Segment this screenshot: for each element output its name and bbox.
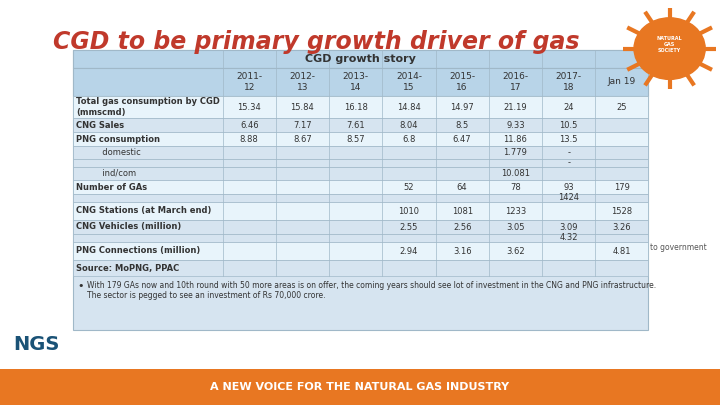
Text: 179: 179	[614, 183, 630, 192]
Text: 3.05: 3.05	[506, 222, 525, 232]
Text: CNG Sales: CNG Sales	[76, 121, 125, 130]
Text: 15.84: 15.84	[291, 102, 315, 111]
Text: 4.81: 4.81	[613, 247, 631, 256]
Text: 10.5: 10.5	[559, 121, 578, 130]
Text: 3.09: 3.09	[559, 222, 578, 232]
Text: 6.46: 6.46	[240, 121, 258, 130]
Text: 2.94: 2.94	[400, 247, 418, 256]
FancyBboxPatch shape	[73, 68, 649, 96]
FancyBboxPatch shape	[73, 180, 649, 194]
FancyBboxPatch shape	[73, 234, 649, 242]
Text: 3.16: 3.16	[453, 247, 472, 256]
Text: 2013-
14: 2013- 14	[343, 72, 369, 92]
Text: Total gas consumption by CGD
(mmscmd): Total gas consumption by CGD (mmscmd)	[76, 97, 220, 117]
Text: 6.8: 6.8	[402, 134, 415, 143]
Text: 10.081: 10.081	[501, 169, 530, 178]
Text: 21.19: 21.19	[503, 102, 527, 111]
Text: 11.86: 11.86	[503, 134, 527, 143]
Text: 64: 64	[457, 183, 467, 192]
Text: 52: 52	[404, 183, 414, 192]
Text: 4.32: 4.32	[559, 234, 578, 243]
Text: CGD to be primary growth driver of gas: CGD to be primary growth driver of gas	[53, 30, 580, 54]
Text: 1528: 1528	[611, 207, 632, 215]
Text: 1233: 1233	[505, 207, 526, 215]
Text: 3.62: 3.62	[506, 247, 525, 256]
FancyBboxPatch shape	[73, 132, 649, 146]
Text: 1010: 1010	[398, 207, 420, 215]
Text: 8.04: 8.04	[400, 121, 418, 130]
Text: 2.55: 2.55	[400, 222, 418, 232]
Text: domestic: domestic	[76, 148, 141, 157]
Text: -: -	[567, 148, 570, 157]
Text: 1424: 1424	[558, 194, 579, 202]
Text: PNG consumption: PNG consumption	[76, 134, 161, 143]
Text: 8.5: 8.5	[456, 121, 469, 130]
Text: 93: 93	[563, 183, 574, 192]
Text: 14.97: 14.97	[450, 102, 474, 111]
Text: 7.17: 7.17	[293, 121, 312, 130]
Text: 25: 25	[616, 102, 627, 111]
Text: 14.84: 14.84	[397, 102, 420, 111]
Text: 2015-
16: 2015- 16	[449, 72, 475, 92]
Text: -: -	[567, 158, 570, 168]
Text: 7.61: 7.61	[346, 121, 365, 130]
Text: 24: 24	[563, 102, 574, 111]
Text: 13.5: 13.5	[559, 134, 578, 143]
Text: PNG Connections (million): PNG Connections (million)	[76, 247, 201, 256]
FancyBboxPatch shape	[73, 242, 649, 260]
Text: A NEW VOICE FOR THE NATURAL GAS INDUSTRY: A NEW VOICE FOR THE NATURAL GAS INDUSTRY	[210, 382, 510, 392]
Text: CGD growth story: CGD growth story	[305, 54, 416, 64]
Text: CNG Vehicles (million): CNG Vehicles (million)	[76, 222, 181, 232]
Text: 2012-
13: 2012- 13	[289, 72, 315, 92]
Text: 8.88: 8.88	[240, 134, 258, 143]
Text: 3.26: 3.26	[613, 222, 631, 232]
Text: •: •	[78, 281, 84, 291]
Text: 15.34: 15.34	[238, 102, 261, 111]
Text: 8.57: 8.57	[346, 134, 365, 143]
Text: 2.56: 2.56	[453, 222, 472, 232]
Text: NGS: NGS	[13, 335, 59, 354]
FancyBboxPatch shape	[73, 220, 649, 234]
Text: ind/com: ind/com	[76, 169, 137, 178]
FancyBboxPatch shape	[73, 202, 649, 220]
Text: 1081: 1081	[451, 207, 473, 215]
Text: 2016-
17: 2016- 17	[503, 72, 528, 92]
FancyBboxPatch shape	[73, 159, 649, 167]
Text: 9.33: 9.33	[506, 121, 525, 130]
Text: Jan 19: Jan 19	[608, 77, 636, 87]
Circle shape	[634, 18, 705, 79]
FancyBboxPatch shape	[73, 146, 649, 159]
Text: CNG Stations (at March end): CNG Stations (at March end)	[76, 207, 212, 215]
FancyBboxPatch shape	[73, 260, 649, 276]
Text: 2011-
12: 2011- 12	[236, 72, 262, 92]
FancyBboxPatch shape	[73, 96, 649, 118]
Text: 8.67: 8.67	[293, 134, 312, 143]
FancyBboxPatch shape	[73, 194, 649, 202]
Text: 78: 78	[510, 183, 521, 192]
FancyBboxPatch shape	[73, 167, 649, 180]
Text: 2014-
15: 2014- 15	[396, 72, 422, 92]
FancyBboxPatch shape	[73, 50, 649, 68]
Text: to government: to government	[650, 243, 707, 252]
Text: 1.779: 1.779	[503, 148, 527, 157]
FancyBboxPatch shape	[0, 369, 720, 405]
Text: Number of GAs: Number of GAs	[76, 183, 148, 192]
Text: 6.47: 6.47	[453, 134, 472, 143]
Text: With 179 GAs now and 10th round with 50 more areas is on offer, the coming years: With 179 GAs now and 10th round with 50 …	[87, 281, 656, 301]
FancyBboxPatch shape	[73, 118, 649, 132]
Text: NATURAL
GAS
SOCIETY: NATURAL GAS SOCIETY	[657, 36, 683, 53]
Text: 16.18: 16.18	[343, 102, 368, 111]
FancyBboxPatch shape	[73, 50, 649, 330]
Text: Source: MoPNG, PPAC: Source: MoPNG, PPAC	[76, 264, 180, 273]
Text: 2017-
18: 2017- 18	[556, 72, 582, 92]
